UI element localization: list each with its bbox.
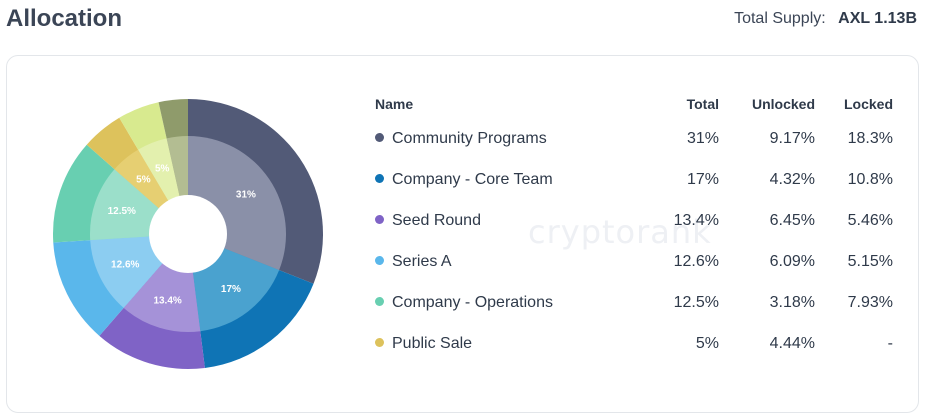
row-name: Public Sale	[392, 334, 473, 352]
inner-ring	[89, 136, 287, 333]
row-total: 12.6%	[673, 252, 719, 270]
segment-labels: 31% 17% 13.4% 12.6% 12.5% 5% 5%	[108, 164, 256, 307]
legend-dot	[375, 215, 384, 225]
slice-label-seed-round: 13.4%	[153, 296, 181, 307]
legend-dot	[375, 297, 384, 307]
row-unlocked: 4.44%	[769, 334, 815, 352]
legend-dot	[375, 174, 384, 184]
row-name: Company - Operations	[392, 293, 553, 311]
table-row[interactable]: Seed Round 13.4% 6.45% 5.46%	[366, 200, 893, 241]
page-title: Allocation	[6, 5, 123, 32]
row-locked: 5.15%	[847, 252, 893, 270]
allocation-table: Name Total Unlocked Locked Community Pro…	[366, 90, 893, 364]
table-row[interactable]: Company - Operations 12.5% 3.18% 7.93%	[366, 282, 893, 323]
row-unlocked: 4.32%	[769, 170, 815, 188]
row-total: 17%	[686, 170, 719, 188]
row-unlocked: 9.17%	[769, 129, 815, 147]
header-locked: Locked	[843, 96, 893, 112]
row-unlocked: 6.09%	[769, 252, 815, 270]
row-total: 13.4%	[673, 211, 719, 229]
row-total: 31%	[686, 129, 719, 147]
table-row[interactable]: Company - Core Team 17% 4.32% 10.8%	[366, 159, 893, 200]
table-header-row: Name Total Unlocked Locked	[366, 90, 893, 118]
header-total: Total	[686, 96, 719, 112]
slice-label-company-core-team: 17%	[221, 284, 241, 295]
legend-dot	[375, 133, 384, 143]
table-row[interactable]: Community Programs 31% 9.17% 18.3%	[366, 118, 893, 159]
row-locked: 10.8%	[847, 170, 893, 188]
row-unlocked: 3.18%	[769, 293, 815, 311]
total-supply: Total Supply: AXL 1.13B	[734, 10, 917, 28]
total-supply-label: Total Supply:	[734, 10, 826, 27]
slice-label-company-operations: 12.5%	[108, 206, 136, 217]
allocation-donut-chart: 31% 17% 13.4% 12.6% 12.5% 5% 5%	[53, 99, 324, 370]
slice-label-segment-6: 5%	[155, 164, 170, 175]
watermark: cryptorank	[528, 213, 712, 251]
row-locked: -	[887, 334, 893, 352]
row-name: Series A	[392, 252, 452, 270]
slice-label-community-programs: 31%	[236, 189, 256, 200]
row-total: 5%	[695, 334, 719, 352]
row-locked: 7.93%	[847, 293, 893, 311]
row-name: Company - Core Team	[392, 170, 553, 188]
legend-dot	[375, 256, 384, 266]
total-supply-value: AXL 1.13B	[838, 10, 917, 27]
header-name: Name	[375, 96, 414, 112]
table-row[interactable]: Series A 12.6% 6.09% 5.15%	[366, 241, 893, 282]
header-unlocked: Unlocked	[751, 96, 815, 112]
table-row[interactable]: Public Sale 5% 4.44% -	[366, 323, 893, 364]
donut-hole	[149, 195, 227, 273]
legend-dot	[375, 338, 384, 348]
slice-label-public-sale: 5%	[136, 175, 151, 186]
row-locked: 18.3%	[847, 129, 893, 147]
row-name: Seed Round	[392, 211, 481, 229]
slice-label-series-a: 12.6%	[111, 260, 139, 271]
row-unlocked: 6.45%	[769, 211, 815, 229]
row-name: Community Programs	[392, 129, 547, 147]
row-locked: 5.46%	[847, 211, 893, 229]
row-total: 12.5%	[673, 293, 719, 311]
